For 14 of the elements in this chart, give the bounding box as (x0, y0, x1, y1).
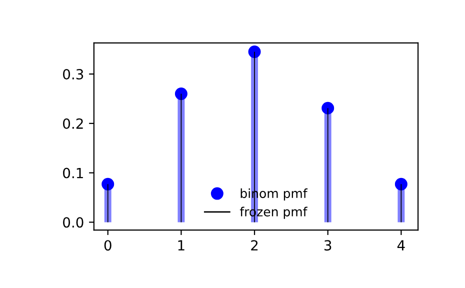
x-tick-label: 0 (104, 240, 112, 251)
point (174, 88, 188, 100)
x-tick-label: 3 (324, 240, 332, 251)
point (248, 46, 261, 58)
x-tick-label: 4 (397, 240, 405, 250)
x-tick-label: 2 (251, 240, 258, 250)
point (394, 178, 408, 190)
x-tick-label: 1 (178, 240, 184, 250)
point (322, 102, 334, 114)
y-tick-label: 0.1 (63, 168, 83, 178)
y-tick-label: 0.2 (63, 118, 83, 129)
y-tick-label: 0.3 (63, 69, 84, 80)
point (102, 178, 114, 190)
y-tick-label: 0.0 (63, 217, 84, 228)
